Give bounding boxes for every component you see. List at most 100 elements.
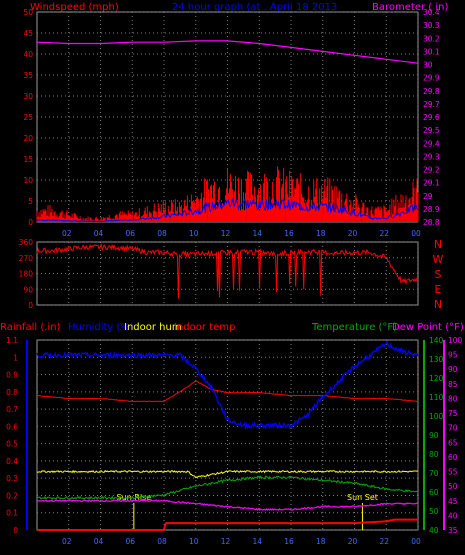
chart-title: 24 hour graph (at . Aprii 18 2013: [172, 2, 337, 13]
rain-x-tick-label: 18: [316, 537, 326, 546]
wind-x-tick-label: 00: [411, 229, 421, 238]
temperature-tick-label: 50: [448, 482, 458, 491]
temperature-tick-label: 65: [448, 438, 458, 447]
wind-baro-panel: 0 5 10 15 20 25 30 35 40 45 50 28.8 28.9 29 29.1 29.2 29…: [23, 8, 439, 238]
barometer-tick-label: 29: [423, 192, 433, 201]
wind-x-tick-label: 10: [189, 229, 199, 238]
compass-label: S: [435, 268, 442, 281]
dew-point-series: [36, 499, 418, 512]
temperature-tick-label: 100: [448, 336, 463, 345]
rainfall-tick-label: 0.3: [6, 474, 18, 483]
temperature-tick-label: 75: [448, 409, 458, 418]
barometer-tick-label: 30: [423, 61, 433, 70]
temperature-tick-label: 90: [448, 365, 458, 374]
indoor-temp-tick-label: 40: [429, 526, 439, 535]
rainfall-tick-label: 0.4: [6, 457, 18, 466]
rain-x-tick-label: 10: [189, 537, 199, 546]
wind-x-tick-label: 06: [125, 229, 135, 238]
compass-label: W: [433, 253, 444, 266]
barometer-tick-label: 28.8: [423, 218, 440, 227]
sunset-label: Sun Set: [347, 493, 378, 502]
barometer-tick-label: 30.3: [423, 21, 440, 30]
rainfall-axis-label: Rainfall (.in): [0, 322, 61, 333]
direction-tick-label: 180: [19, 270, 34, 279]
dew-point-axis-label: Dew Point (°F): [392, 322, 464, 333]
humidity-series: [36, 340, 419, 430]
indoor-hum-series: [36, 469, 418, 478]
wind-x-tick-label: 14: [252, 229, 262, 238]
windspeed-tick-label: 5: [28, 197, 33, 206]
rainfall-series: [37, 518, 418, 531]
temperature-tick-label: 85: [448, 380, 458, 389]
barometer-series: [36, 40, 419, 64]
barometer-tick-label: 29.1: [423, 179, 440, 188]
rainfall-tick-label: 1.1: [6, 336, 18, 345]
temperature-tick-label: 95: [448, 351, 458, 360]
barometer-tick-label: 28.9: [423, 205, 440, 214]
windspeed-tick-label: 25: [23, 113, 33, 122]
temperature-tick-label: 40: [448, 511, 458, 520]
wind-x-tick-label: 12: [221, 229, 231, 238]
direction-tick-label: 0: [28, 301, 33, 310]
windspeed-tick-label: 50: [23, 8, 33, 17]
barometer-tick-label: 29.2: [423, 166, 440, 175]
rainfall-tick-label: 1: [13, 353, 18, 362]
barometer-tick-label: 29.4: [423, 139, 440, 148]
rainfall-tick-label: 0.7: [6, 405, 18, 414]
indoor-temp-legend-label: Indoor temp: [174, 322, 235, 333]
barometer-tick-label: 29.9: [423, 74, 440, 83]
temperature-tick-label: 70: [448, 424, 458, 433]
indoor-temp-tick-label: 140: [429, 336, 444, 345]
compass-label: N: [434, 238, 442, 251]
rain-humidity-temp-panel: 0 0.1 0.2 0.3 0.4 0.5 0.6 0.7 0.8 0.9 1 1.1 40 50 60 70…: [6, 336, 462, 546]
direction-tick-label: 360: [19, 238, 34, 247]
barometer-tick-label: 29.6: [423, 113, 440, 122]
wind-x-tick-label: 18: [316, 229, 326, 238]
barometer-tick-label: 29.5: [423, 126, 440, 135]
temperature-tick-label: 45: [448, 497, 458, 506]
rain-x-tick-label: 06: [125, 537, 135, 546]
temperature-tick-label: 55: [448, 468, 458, 477]
barometer-tick-label: 30.2: [423, 34, 440, 43]
wind-x-tick-label: 20: [348, 229, 358, 238]
rain-x-tick-label: 14: [252, 537, 262, 546]
windspeed-tick-label: 35: [23, 71, 33, 80]
direction-panel-frame: [36, 241, 419, 306]
barometer-tick-label: 30.4: [423, 8, 440, 17]
barometer-tick-label: 29.3: [423, 152, 440, 161]
indoor-temp-series: [36, 380, 419, 403]
indoor-temp-tick-label: 120: [429, 374, 444, 383]
windspeed-tick-label: 45: [23, 29, 33, 38]
rain-x-tick-label: 20: [348, 537, 358, 546]
rain-x-tick-label: 04: [94, 537, 104, 546]
gust-series: [36, 197, 419, 223]
indoor-temp-tick-label: 90: [429, 431, 439, 440]
rainfall-tick-label: 0.8: [6, 388, 18, 397]
indoor-temp-tick-label: 50: [429, 507, 439, 516]
indoor-temp-tick-label: 80: [429, 450, 439, 459]
rain-x-tick-label: 22: [379, 537, 389, 546]
windspeed-axis-label: Windspeed (mph): [30, 2, 119, 13]
windspeed-tick-label: 40: [23, 50, 33, 59]
temperature-tick-label: 60: [448, 453, 458, 462]
windspeed-tick-label: 20: [23, 134, 33, 143]
indoor-temp-tick-label: 100: [429, 412, 444, 421]
compass-label: N: [434, 298, 442, 311]
rain-x-tick-label: 12: [221, 537, 231, 546]
windspeed-series: [36, 166, 419, 222]
sunrise-label: Sun Rise: [117, 493, 152, 502]
windspeed-tick-label: 15: [23, 155, 33, 164]
windspeed-tick-label: 0: [28, 218, 33, 227]
indoor-temp-tick-label: 110: [429, 393, 444, 402]
rainfall-tick-label: 0: [13, 526, 18, 535]
humidity-legend-label: Humidity (%): [68, 322, 134, 333]
wind-x-tick-label: 04: [94, 229, 104, 238]
wind-x-tick-label: 22: [379, 229, 389, 238]
temperature-series: [36, 475, 419, 500]
barometer-tick-label: 29.8: [423, 87, 440, 96]
rain-x-tick-label: 08: [157, 537, 167, 546]
direction-tick-label: 90: [23, 285, 33, 294]
compass-label: E: [435, 283, 442, 296]
